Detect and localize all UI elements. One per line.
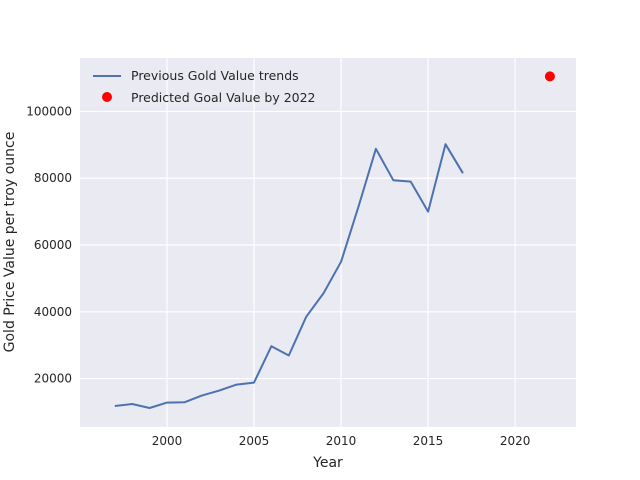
x-axis-label: Year (312, 455, 343, 471)
legend-label-scatter: Predicted Goal Value by 2022 (131, 90, 316, 105)
y-tick-label: 40000 (34, 305, 72, 319)
y-tick-label: 20000 (34, 372, 72, 386)
x-tick-label: 2005 (239, 434, 270, 448)
x-tick-label: 2015 (413, 434, 444, 448)
y-tick-label: 100000 (26, 104, 72, 118)
y-axis-label: Gold Price Value per troy ounce (2, 132, 18, 353)
x-tick-labels: 2000 2005 2010 2015 2020 (152, 434, 531, 448)
scatter-point-predicted (545, 71, 555, 81)
y-tick-label: 60000 (34, 238, 72, 252)
legend-dot-marker (102, 92, 112, 102)
y-tick-labels: 20000 40000 60000 80000 100000 (26, 104, 72, 385)
y-tick-label: 80000 (34, 171, 72, 185)
plot-area (80, 58, 576, 427)
legend-label-line: Previous Gold Value trends (131, 68, 299, 83)
x-tick-label: 2020 (500, 434, 531, 448)
x-tick-label: 2000 (152, 434, 183, 448)
x-tick-label: 2010 (326, 434, 357, 448)
